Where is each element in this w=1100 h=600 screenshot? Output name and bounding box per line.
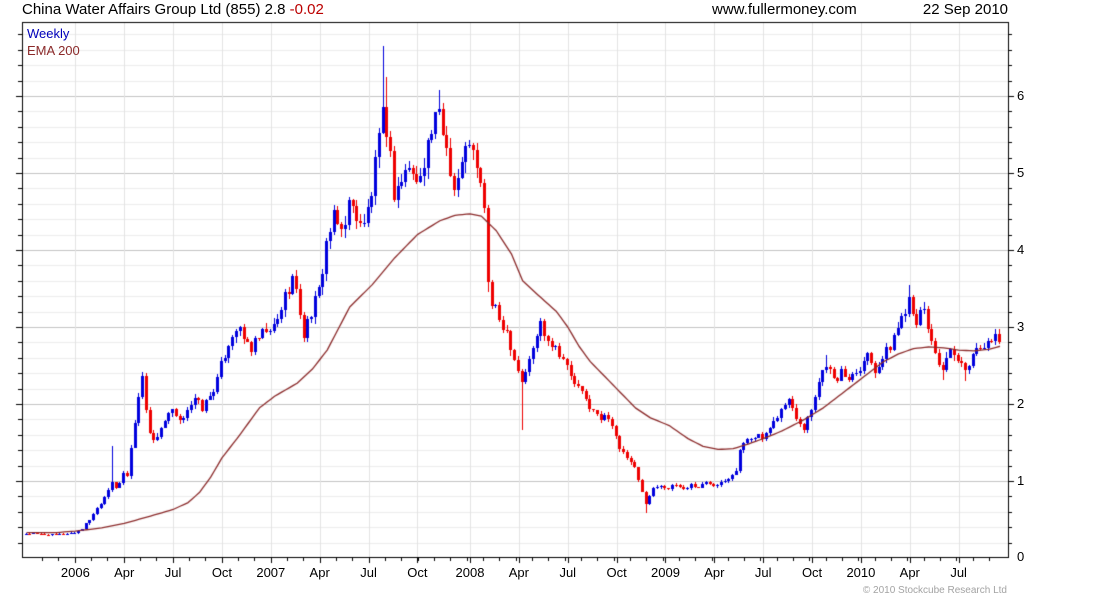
legend-ema-label: EMA 200 xyxy=(27,43,80,58)
x-axis-label: 2010 xyxy=(846,565,876,580)
chart-date: 22 Sep 2010 xyxy=(922,1,1008,18)
legend-weekly-label: Weekly xyxy=(27,26,70,41)
x-axis-label: Jul xyxy=(164,565,182,580)
instrument-name: China Water Affairs Group Ltd (855) xyxy=(22,1,261,18)
x-axis-label: Jul xyxy=(559,565,577,580)
x-axis-label: Oct xyxy=(801,565,823,580)
x-axis-label: 2009 xyxy=(651,565,680,580)
x-axis-label: 2008 xyxy=(455,565,485,580)
x-axis-label: Oct xyxy=(211,565,233,580)
y-axis-label: 2 xyxy=(1017,396,1025,411)
x-axis-label: 2006 xyxy=(60,565,90,580)
y-axis-label: 6 xyxy=(1017,88,1025,103)
x-axis-label: Oct xyxy=(606,565,627,580)
chart-title: China Water Affairs Group Ltd (855) 2.8 … xyxy=(22,1,324,18)
y-axis-label: 5 xyxy=(1017,165,1025,180)
price-change: -0.02 xyxy=(289,1,324,18)
y-axis-label: 1 xyxy=(1017,473,1025,488)
x-axis-label: Oct xyxy=(407,565,428,580)
copyright-notice: © 2010 Stockcube Research Ltd xyxy=(862,585,1007,596)
x-axis-label: Jul xyxy=(360,565,377,580)
x-axis-label: Apr xyxy=(114,565,135,580)
x-axis-label: Apr xyxy=(309,565,330,580)
x-axis-label: Jul xyxy=(754,565,772,580)
x-axis-label: Apr xyxy=(508,565,529,580)
x-axis-label: Apr xyxy=(704,565,725,580)
x-axis-label: Jul xyxy=(950,565,967,580)
y-axis-label: 3 xyxy=(1017,319,1025,334)
y-axis-label: 4 xyxy=(1017,242,1025,257)
x-axis-label: Apr xyxy=(899,565,920,580)
last-price: 2.8 xyxy=(264,1,286,18)
site-url: www.fullermoney.com xyxy=(712,1,857,18)
y-axis-label: 0 xyxy=(1017,549,1025,564)
x-axis-label: 2007 xyxy=(256,565,286,580)
